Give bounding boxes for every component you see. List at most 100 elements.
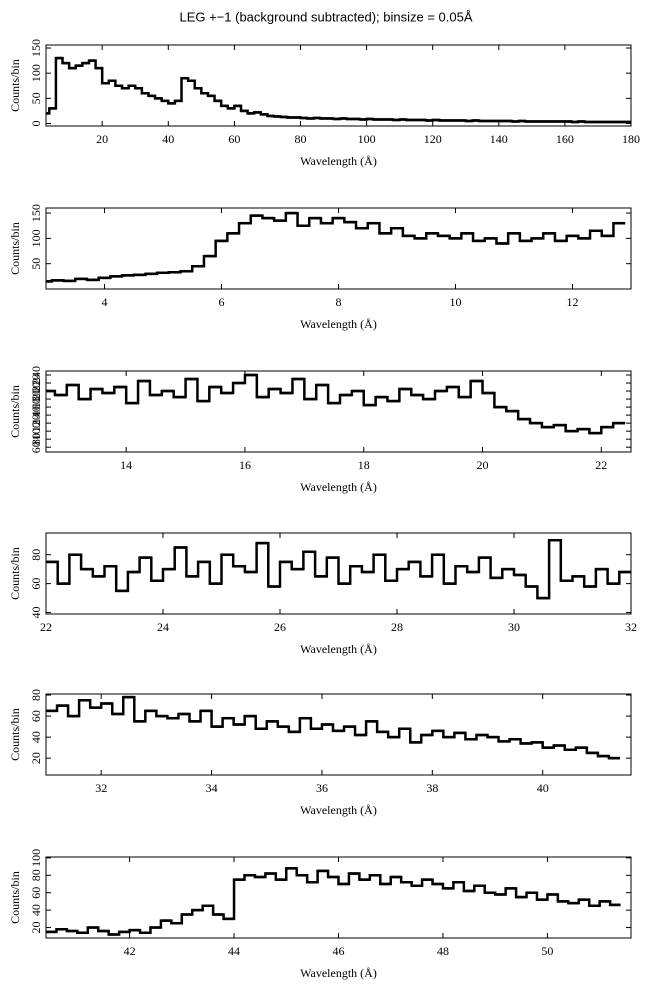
plot-area <box>46 211 626 283</box>
axes-frame <box>45 370 632 453</box>
x-tick-label: 28 <box>391 620 403 634</box>
panel: 42 44 46 48 50 20 40 60 80 100 Wavelength (Å) Count… <box>8 849 632 980</box>
plot-area <box>46 867 621 936</box>
x-tick-label: 38 <box>426 781 438 795</box>
x-axis-label: Wavelength (Å) <box>300 317 377 331</box>
x-tick-label: 32 <box>625 620 637 634</box>
y-tick-label: 20 <box>29 922 43 934</box>
y-tick-label: 240 <box>29 366 43 384</box>
step-riser <box>46 373 626 435</box>
x-tick-label: 6 <box>219 295 225 309</box>
y-tick-label: 160 <box>29 398 43 416</box>
panel: 20 40 60 80 100 120 140 160 180 0 50 100 150 Waveleng… <box>8 39 640 168</box>
x-tick-label: 8 <box>336 295 342 309</box>
x-tick-label: 100 <box>358 132 376 146</box>
x-tick-label: 34 <box>206 781 218 795</box>
x-tick-label: 24 <box>157 620 169 634</box>
axes-frame <box>45 856 632 939</box>
y-axis-label: Counts/bin <box>8 871 22 924</box>
x-axis-label: Wavelength (Å) <box>300 966 377 980</box>
step-riser <box>46 56 631 124</box>
y-tick-label: 100 <box>29 422 43 440</box>
panel: 22 24 26 28 30 32 40 60 80 Wavelength (Å) Counts/b… <box>8 532 637 656</box>
axes-frame <box>45 532 632 615</box>
x-tick-label: 4 <box>102 295 108 309</box>
y-tick-label: 50 <box>29 92 43 104</box>
plot-area <box>46 373 626 435</box>
x-tick-label: 32 <box>95 781 107 795</box>
y-axis-label: Counts/bin <box>8 59 22 112</box>
x-tick-label: 50 <box>541 944 553 958</box>
y-tick-label: 100 <box>29 849 43 867</box>
y-axis-label: Counts/bin <box>8 547 22 600</box>
y-tick-label: 100 <box>29 229 43 247</box>
x-tick-label: 18 <box>358 458 370 472</box>
panel: 32 34 36 38 40 20 40 60 80 Wavelength (Å) Counts/b… <box>8 689 632 817</box>
y-tick-label: 80 <box>29 869 43 881</box>
x-tick-label: 22 <box>40 620 52 634</box>
plot-area <box>46 538 631 600</box>
step-riser <box>46 695 620 760</box>
axes-frame <box>45 207 632 290</box>
x-tick-label: 46 <box>333 944 345 958</box>
axes-frame <box>45 44 632 127</box>
x-tick-label: 60 <box>228 132 240 146</box>
y-tick-label: 80 <box>29 549 43 561</box>
x-tick-label: 16 <box>239 458 251 472</box>
y-tick-label: 200 <box>29 382 43 400</box>
y-axis-label: Counts/bin <box>8 385 22 438</box>
x-tick-label: 30 <box>508 620 520 634</box>
y-tick-label: 20 <box>29 752 43 764</box>
x-tick-label: 36 <box>316 781 328 795</box>
x-axis-label: Wavelength (Å) <box>300 803 377 817</box>
y-tick-label: 180 <box>29 390 43 408</box>
x-tick-label: 160 <box>556 132 574 146</box>
y-tick-label: 60 <box>29 710 43 722</box>
x-tick-label: 10 <box>450 295 462 309</box>
y-tick-label: 150 <box>29 204 43 222</box>
y-axis-label: Counts/bin <box>8 222 22 275</box>
x-tick-label: 12 <box>567 295 579 309</box>
y-tick-label: 40 <box>29 904 43 916</box>
x-tick-label: 40 <box>162 132 174 146</box>
y-tick-label: 140 <box>29 406 43 424</box>
y-tick-label: 80 <box>29 689 43 701</box>
plot-area <box>46 56 631 124</box>
x-axis-label: Wavelength (Å) <box>300 480 377 494</box>
x-tick-label: 48 <box>437 944 449 958</box>
y-tick-label: 100 <box>29 64 43 82</box>
y-tick-label: 150 <box>29 39 43 57</box>
x-tick-label: 180 <box>622 132 640 146</box>
x-tick-label: 44 <box>228 944 240 958</box>
x-tick-label: 120 <box>424 132 442 146</box>
x-axis-label: Wavelength (Å) <box>300 154 377 168</box>
y-tick-label: 60 <box>29 887 43 899</box>
x-tick-label: 40 <box>537 781 549 795</box>
step-riser <box>46 867 621 936</box>
x-tick-label: 20 <box>477 458 489 472</box>
x-tick-label: 26 <box>274 620 286 634</box>
x-axis-label: Wavelength (Å) <box>300 642 377 656</box>
x-tick-label: 140 <box>490 132 508 146</box>
y-axis-label: Counts/bin <box>8 708 22 761</box>
step-riser <box>46 211 626 283</box>
step-riser <box>46 538 631 600</box>
axes-frame <box>45 693 632 776</box>
x-tick-label: 22 <box>595 458 607 472</box>
y-tick-label: 80 <box>29 433 43 445</box>
y-tick-label: 0 <box>29 120 43 126</box>
x-tick-label: 20 <box>96 132 108 146</box>
figure-title: LEG +−1 (background subtracted); binsize… <box>179 9 472 24</box>
x-tick-label: 80 <box>294 132 306 146</box>
y-tick-label: 40 <box>29 731 43 743</box>
plot-area <box>46 695 620 760</box>
x-tick-label: 14 <box>120 458 132 472</box>
y-tick-label: 220 <box>29 374 43 392</box>
y-tick-label: 50 <box>29 258 43 270</box>
panel: 4 6 8 10 12 50 100 150 Wavelength (Å) Counts/bin <box>8 204 632 331</box>
y-tick-label: 60 <box>29 578 43 590</box>
y-tick-label: 60 <box>29 441 43 453</box>
